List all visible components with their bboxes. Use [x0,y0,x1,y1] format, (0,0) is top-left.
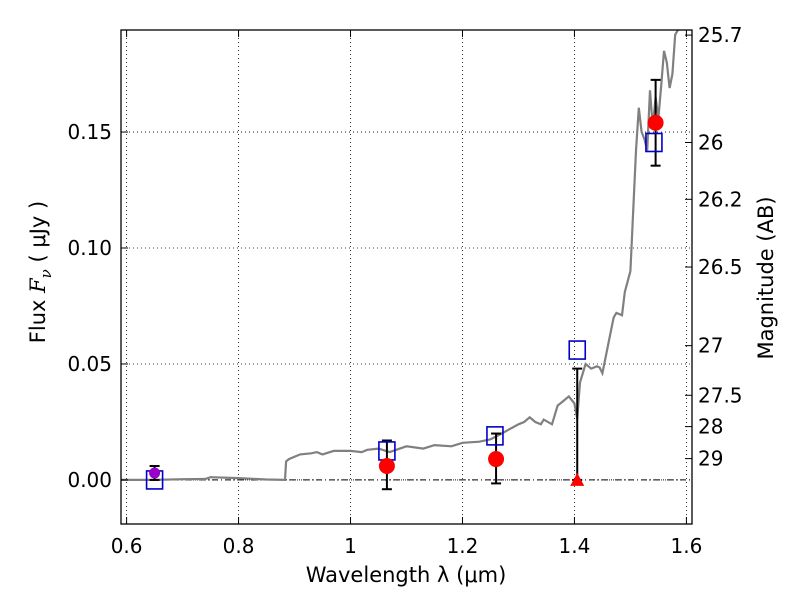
x-tick-label: 0.6 [111,534,143,558]
x-tick-label: 1.4 [559,534,591,558]
y-axis-label-symbol: F [26,277,50,294]
data-markers [145,114,664,490]
y-tick-label: 0.15 [67,120,112,144]
magnitude-tick-label: 29 [698,447,723,471]
measured-flux-point [647,114,664,131]
x-tick-label: 1 [344,534,357,558]
measured-flux-point [149,467,161,479]
sed-model-curve [121,29,679,482]
magnitude-tick-label: 27 [698,334,723,358]
y-axis-label-suffix: ( μJy ) [26,201,50,269]
y-axis-label-subscript: ν [37,269,55,278]
plot-frame [120,29,693,525]
x-axis-label: Wavelength λ (μm) [306,563,507,587]
y-tick-label: 0.10 [67,236,112,260]
magnitude-tick-label: 26.5 [698,255,743,279]
model-flux-box [568,340,587,360]
magnitude-tick-label: 26.2 [698,187,743,211]
y-axis-label: Flux Fν ( μJy ) [26,201,55,343]
magnitude-tick-label: 26 [698,130,723,154]
y-tick-label: 0.00 [67,468,112,492]
axis-ticks: 0.6 0.8 1 1.2 1.4 1.6 0.00 0.05 0.10 0.15 25.7 26 26… [67,23,742,558]
measured-flux-point [378,458,395,475]
model-flux-box [645,132,663,153]
x-tick-label: 0.8 [223,534,255,558]
magnitude-tick-label: 28 [698,415,723,439]
y-tick-label: 0.05 [67,352,112,376]
model-flux-box [486,426,504,446]
magnitude-axis-label: Magnitude (AB) [754,196,778,359]
magnitude-tick-label: 27.5 [698,383,743,407]
magnitude-tick-label: 25.7 [698,23,743,47]
error-bars [149,78,661,491]
y-axis-label-prefix: Flux [26,293,50,343]
measured-flux-point [488,451,505,468]
upper-limit-marker [570,472,585,486]
x-tick-label: 1.6 [670,534,702,558]
grid [121,30,692,524]
x-tick-label: 1.2 [447,534,479,558]
